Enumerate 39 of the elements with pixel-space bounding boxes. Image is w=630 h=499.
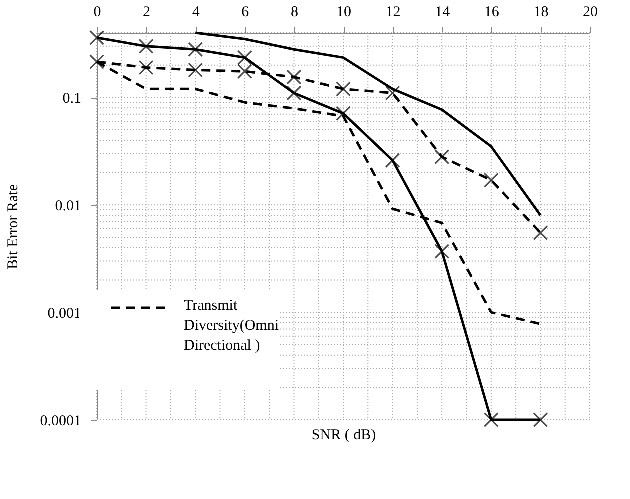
y-tick-label: 0.01	[55, 198, 82, 215]
x-tick-label: 2	[143, 4, 151, 20]
x-tick-label: 6	[242, 4, 250, 20]
point	[286, 86, 302, 101]
x-tick-label: 20	[583, 4, 598, 20]
x-tick-label: 12	[386, 4, 401, 20]
x-axis-title: SNR ( dB)	[312, 428, 376, 444]
point	[385, 86, 400, 101]
x-tick-label: 16	[484, 4, 500, 20]
point	[138, 60, 154, 76]
point	[138, 38, 154, 54]
y-tick-label: 0.0001	[40, 414, 82, 430]
y-tick-label: 0.001	[48, 306, 82, 322]
legend-label: Transmit Diversity(Omni Directional )	[184, 298, 279, 354]
point	[434, 244, 450, 260]
point	[188, 62, 204, 78]
point	[336, 82, 352, 97]
x-tick-label: 0	[94, 4, 102, 20]
point	[434, 150, 450, 165]
point	[237, 50, 252, 66]
point	[484, 412, 499, 428]
x-tick-label: 14	[435, 4, 451, 20]
point	[385, 153, 400, 168]
point	[89, 54, 105, 70]
x-tick-label: 10	[336, 4, 352, 20]
point	[237, 64, 252, 80]
point	[336, 106, 352, 122]
point	[533, 412, 548, 428]
y-axis-title: Bit Error Rate	[5, 184, 22, 270]
point	[484, 172, 499, 188]
y-tick-label: 0.1	[62, 91, 82, 108]
x-tick-label: 18	[534, 4, 549, 20]
x-tick-label: 4	[192, 4, 200, 20]
point	[286, 70, 302, 85]
x-tick-label: 8	[290, 4, 298, 20]
line-series	[194, 32, 542, 217]
point	[89, 30, 105, 46]
point	[533, 226, 548, 241]
point	[188, 42, 204, 58]
